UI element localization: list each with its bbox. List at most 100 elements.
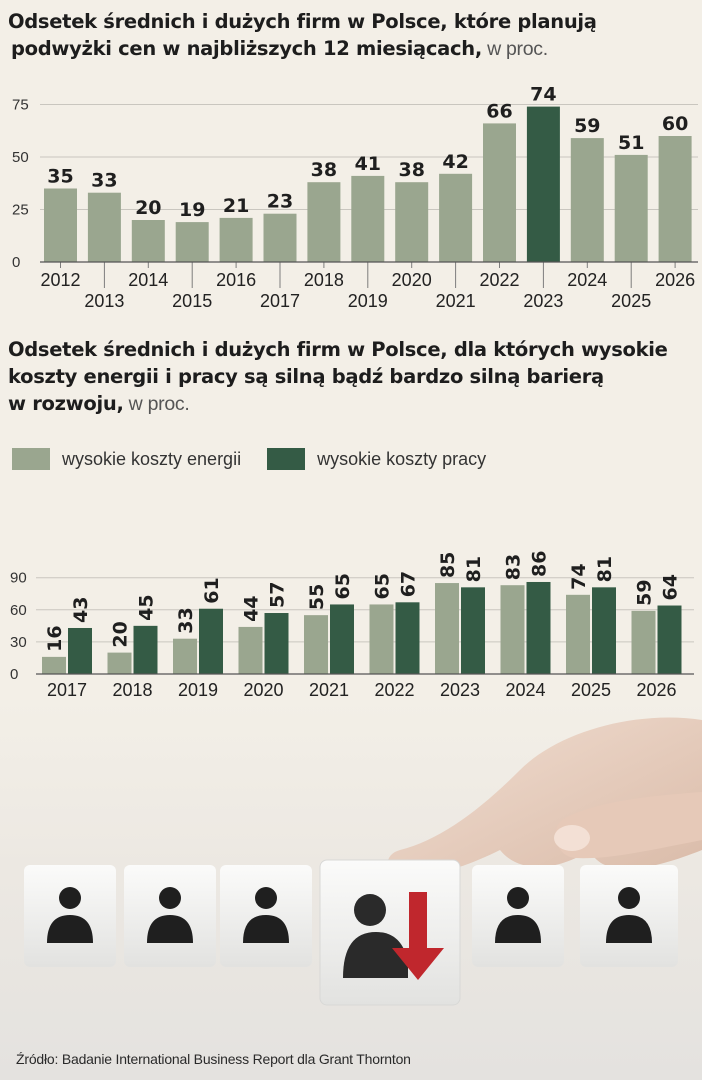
x-tick-label-2017: 2017 [260,291,300,311]
bar-2020-labor [264,613,289,674]
legend-item-energy: wysokie koszty energii [12,448,241,470]
data-label-2019-labor: 61 [201,577,223,603]
data-label-2018-labor: 45 [136,594,158,620]
x-tick-label-2021: 2021 [436,291,476,311]
person-icon [59,887,81,909]
bar-2020 [395,182,429,262]
y-tick-label: 30 [10,634,27,651]
legend-label-labor: wysokie koszty pracy [317,448,487,469]
bar-2025-labor [592,587,616,674]
bar-2025 [614,154,648,262]
data-label-2017-energy: 16 [44,625,66,651]
y-tick-label: 0 [10,666,18,683]
chart2-title-unit: w proc. [123,393,190,415]
data-label-2024-labor: 86 [529,551,551,577]
cube-1 [24,865,116,967]
legend-swatch-energy [12,448,50,470]
data-label-2015: 19 [179,199,205,221]
x-tick-label-2026: 2026 [655,270,695,290]
data-label-2025-labor: 81 [594,556,616,582]
bar-2023-energy [435,583,459,674]
x-tick-label-2018: 2018 [304,270,344,290]
cube-5 [472,865,564,967]
data-label-2017-labor: 43 [70,597,92,623]
bar-2019-labor [199,608,223,674]
person-icon [159,887,181,909]
data-label-2026-energy: 59 [634,579,656,605]
chart2-title-line2: koszty energii i pracy są silną bądź bar… [8,365,604,388]
bar-2017-energy [42,656,66,674]
data-label-2023-energy: 85 [437,552,459,578]
chart1-title-unit: w proc. [481,38,548,60]
bar-2013 [87,192,121,262]
y-tick-label: 0 [12,254,20,271]
bar-2017-labor [68,627,92,674]
bar-2026 [658,136,692,262]
x-tick-label-2015: 2015 [172,291,212,311]
bar-2025-energy [566,594,590,674]
bar-2017 [263,213,297,262]
x-tick-label-2025: 2025 [571,680,611,700]
bar-2016 [219,217,253,262]
data-label-2025: 51 [618,132,644,154]
bar-2018-energy [107,652,132,674]
bar-2021 [439,173,473,262]
bar-2019 [351,175,385,262]
bar-2020-energy [238,626,263,674]
x-tick-label-2026: 2026 [636,680,676,700]
x-tick-label-2017: 2017 [47,680,87,700]
x-tick-label-2016: 2016 [216,270,256,290]
x-tick-label-2018: 2018 [112,680,152,700]
x-tick-label-2022: 2022 [479,270,519,290]
bar-2024-energy [500,585,525,674]
person-icon [354,894,386,926]
data-label-2022-energy: 65 [372,573,394,599]
y-tick-label: 60 [10,602,27,619]
data-label-2025-energy: 74 [568,563,590,589]
data-label-2016: 21 [223,195,249,217]
price-increase-chart: 0 25 50 75 35 2012 33 2013 20 2014 19 2015 21 2016 23 2… [12,84,698,311]
data-label-2013: 33 [91,170,117,192]
x-tick-label-2019: 2019 [348,291,388,311]
bar-2021-labor [330,604,354,674]
bar-2026-labor [657,605,682,674]
data-label-2026: 60 [662,113,688,135]
data-label-2021-labor: 65 [332,573,354,599]
x-tick-label-2013: 2013 [84,291,124,311]
data-label-2014: 20 [135,197,161,219]
x-tick-label-2020: 2020 [392,270,432,290]
data-label-2018-energy: 20 [110,621,132,647]
x-tick-label-2020: 2020 [243,680,283,700]
x-tick-label-2024: 2024 [567,270,607,290]
chart1-title-line2: podwyżki cen w najbliższych 12 miesiącac… [11,37,482,60]
x-tick-label-2021: 2021 [309,680,349,700]
bar-2012 [44,188,77,262]
cube-featured [319,859,461,1006]
bar-2023 [526,106,560,262]
chart2-title: Odsetek średnich i dużych firm w Polsce,… [8,336,698,418]
x-tick-label-2019: 2019 [178,680,218,700]
chart2-title-line1: Odsetek średnich i dużych firm w Polsce,… [8,338,668,361]
cube-3 [220,865,312,967]
bar-2024 [570,138,604,262]
data-label-2019: 41 [355,153,381,175]
arrow-down-icon [392,892,444,980]
legend-label-energy: wysokie koszty energii [62,448,242,469]
source-note: Źródło: Badanie International Business R… [16,1051,411,1067]
data-label-2012: 35 [47,166,73,188]
y-tick-label: 50 [12,149,29,166]
x-tick-label-2023: 2023 [523,291,563,311]
cube-2 [124,865,216,967]
bar-2015 [175,222,209,262]
person-icon [255,887,277,909]
bar-2022-labor [395,602,420,674]
bar-2018 [307,182,341,262]
bar-2026-energy [631,610,656,674]
data-label-2021-energy: 55 [306,584,328,610]
cube-6 [580,865,678,967]
bar-2021-energy [304,615,328,674]
person-icon [618,887,640,909]
data-label-2020-energy: 44 [241,595,263,621]
x-tick-label-2025: 2025 [611,291,651,311]
